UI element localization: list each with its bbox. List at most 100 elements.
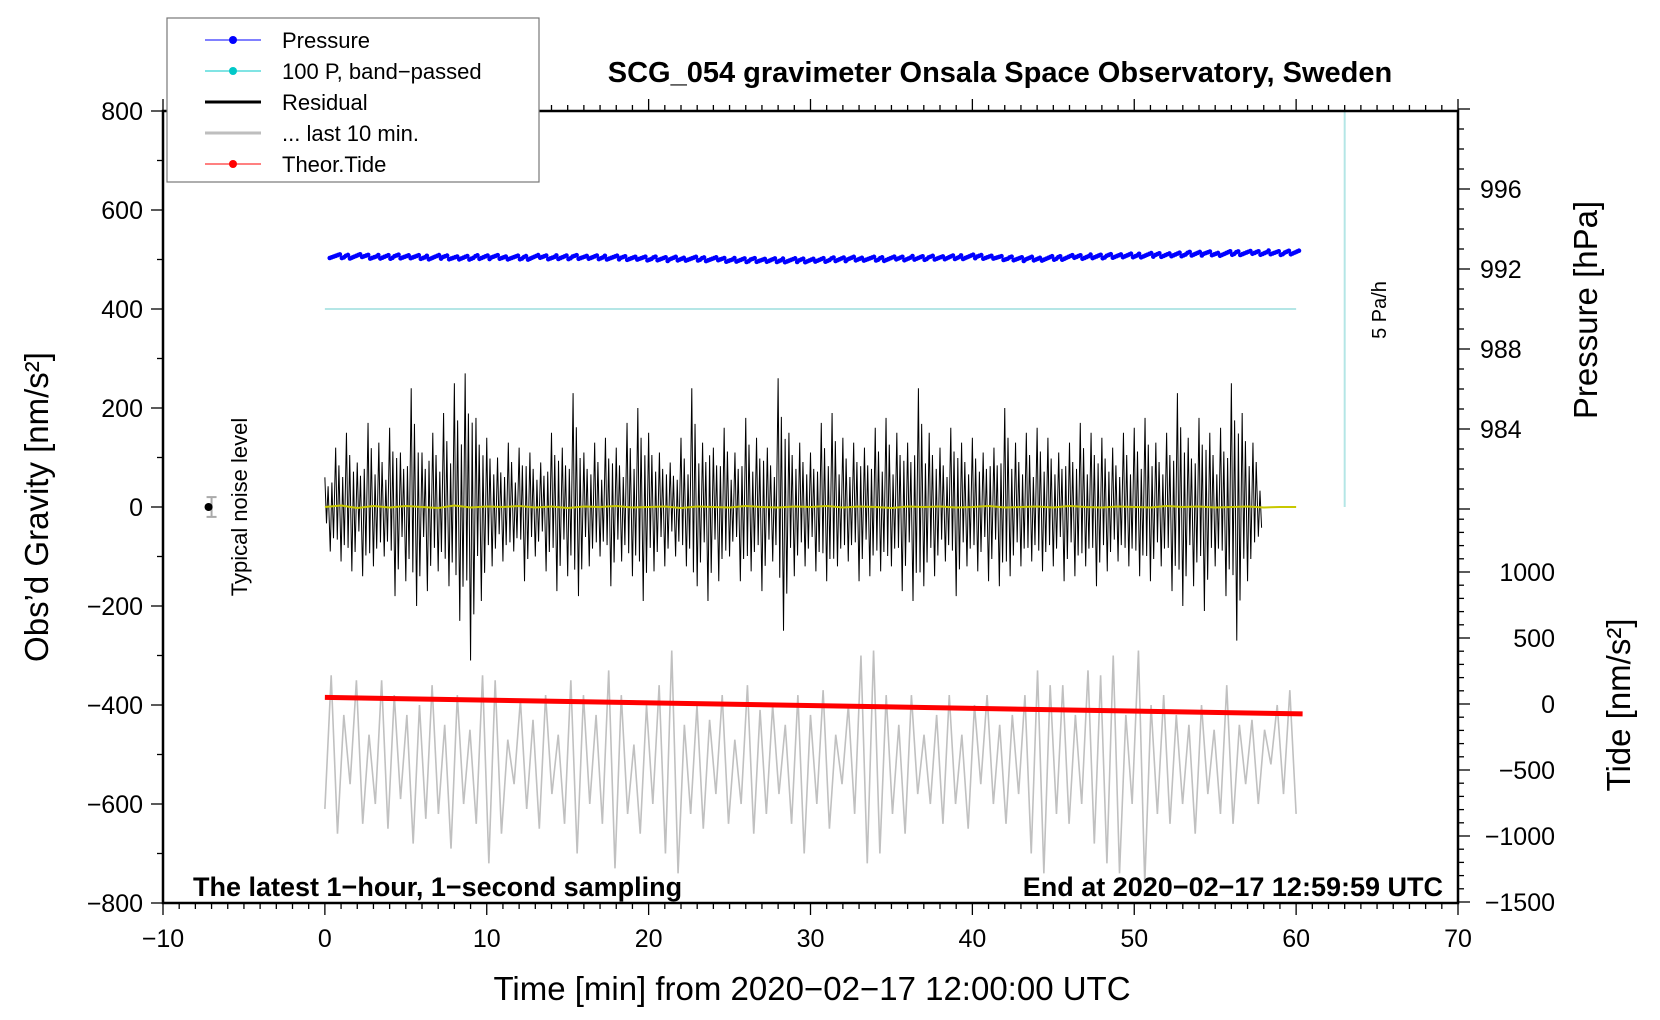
- legend-label: Theor.Tide: [282, 152, 386, 177]
- pressure-point: [871, 254, 877, 260]
- x-axis-title: Time [min] from 2020−02−17 12:00:00 UTC: [493, 970, 1130, 1007]
- pressure-point: [732, 255, 737, 261]
- annotation-bottom-left: The latest 1−hour, 1−second sampling: [193, 872, 682, 902]
- pressure-point: [1227, 249, 1233, 254]
- x-tick-label: 0: [318, 925, 332, 953]
- pressure-point: [444, 253, 450, 258]
- pressure-point: [958, 253, 964, 258]
- pressure-point: [602, 253, 608, 259]
- tide-axis-title: Tide [nm/s²]: [1600, 619, 1637, 792]
- pressure-point: [1088, 252, 1093, 257]
- pressure-point: [386, 252, 391, 258]
- pressure-point: [1009, 254, 1014, 259]
- pressure-point: [1148, 250, 1154, 256]
- legend-label: Pressure: [282, 28, 370, 53]
- x-tick-label: 60: [1282, 925, 1310, 953]
- residual-line: [324, 373, 1263, 661]
- pressure-point: [920, 253, 925, 259]
- pressure-point: [574, 252, 579, 258]
- legend-marker: [229, 67, 237, 75]
- legend-marker: [229, 36, 237, 44]
- pressure-point: [424, 253, 430, 259]
- pressure-point: [436, 252, 442, 258]
- pressure-point: [485, 253, 490, 258]
- pressure-point: [742, 256, 747, 261]
- pressure-point: [970, 252, 976, 257]
- annotation-bottom-right: End at 2020−02−17 12:59:59 UTC: [1023, 872, 1443, 902]
- pressure-point: [752, 255, 757, 261]
- pressure-point: [1029, 254, 1035, 260]
- pressure-point: [1128, 251, 1134, 256]
- legend-entry: ... last 10 min.: [205, 121, 419, 146]
- tide-tick-label: 0: [1541, 691, 1555, 719]
- pressure-point: [1187, 249, 1192, 255]
- pressure-point: [800, 256, 806, 262]
- tide-tick-label: −1500: [1485, 889, 1555, 917]
- pressure-point: [910, 253, 915, 259]
- residual-lowpass-line: [324, 504, 1297, 509]
- pressure-point: [465, 253, 470, 259]
- pressure-point: [821, 255, 826, 261]
- y-tick-label: −600: [87, 791, 143, 819]
- pressure-point: [564, 253, 569, 258]
- legend-label: ... last 10 min.: [282, 121, 419, 146]
- y-tick-label: −200: [87, 593, 143, 621]
- x-tick-label: 40: [958, 925, 986, 953]
- pressure-point: [653, 254, 658, 259]
- pressure-point: [1286, 248, 1292, 254]
- pressure-point: [1207, 249, 1213, 254]
- axes: −10 0 10 20 30 40 50 60 70 −800 −600 −400 −200 0 200 40…: [87, 98, 1555, 953]
- pressure-point: [614, 253, 620, 258]
- plot-area: [204, 111, 1346, 884]
- pressure-point: [1266, 248, 1271, 253]
- y-tick-label: 600: [101, 197, 143, 225]
- rate-bar-label: 5 Pa/h: [1369, 281, 1391, 339]
- pressure-point: [495, 252, 500, 258]
- pressure-point: [792, 256, 798, 261]
- pressure-point: [1057, 253, 1063, 259]
- x-tick-label: 50: [1120, 925, 1148, 953]
- y-tick-label: 400: [101, 296, 143, 324]
- x-tick-label: 70: [1444, 925, 1472, 953]
- legend-entry: 100 P, band−passed: [205, 59, 482, 84]
- pressure-point: [930, 253, 936, 259]
- tide-tick-label: 1000: [1499, 559, 1555, 587]
- pressure-point: [1108, 251, 1114, 257]
- pressure-axis-title: Pressure [hPa]: [1567, 201, 1604, 419]
- pressure-point: [1098, 252, 1103, 258]
- legend-label: 100 P, band−passed: [282, 59, 482, 84]
- y-tick-label: 800: [101, 98, 143, 126]
- pressure-point: [475, 253, 480, 258]
- legend-label: Residual: [282, 90, 368, 115]
- pressure-point: [673, 254, 679, 260]
- pressure-point: [365, 252, 371, 258]
- chart-title: SCG_054 gravimeter Onsala Space Observat…: [608, 57, 1392, 89]
- pressure-point: [663, 254, 668, 260]
- pressure-point: [1177, 250, 1182, 255]
- pressure-point: [345, 252, 351, 258]
- pressure-point: [999, 253, 1004, 259]
- pressure-point: [643, 254, 648, 259]
- y-axis-title: Obs’d Gravity [nm/s²]: [18, 352, 55, 662]
- pressure-point: [337, 252, 343, 257]
- legend-marker: [229, 160, 237, 168]
- pressure-tick-label: 984: [1480, 416, 1522, 444]
- pressure-point: [1276, 248, 1282, 254]
- pressure-point: [1078, 252, 1083, 258]
- pressure-point: [831, 255, 836, 260]
- x-tick-label: −10: [142, 925, 184, 953]
- pressure-point: [1049, 253, 1055, 259]
- y-tick-label: 0: [129, 494, 143, 522]
- pressure-point: [554, 253, 559, 258]
- last-10-min-line: [324, 650, 1297, 884]
- pressure-point: [416, 252, 422, 258]
- pressure-point: [1157, 251, 1162, 256]
- pressure-point: [375, 252, 381, 258]
- tide-tick-label: −1000: [1485, 823, 1555, 851]
- y-tick-label: −400: [87, 692, 143, 720]
- y-tick-label: 200: [101, 395, 143, 423]
- noise-level-label: Typical noise level: [227, 418, 252, 597]
- pressure-point: [543, 253, 549, 258]
- pressure-point: [1235, 249, 1241, 254]
